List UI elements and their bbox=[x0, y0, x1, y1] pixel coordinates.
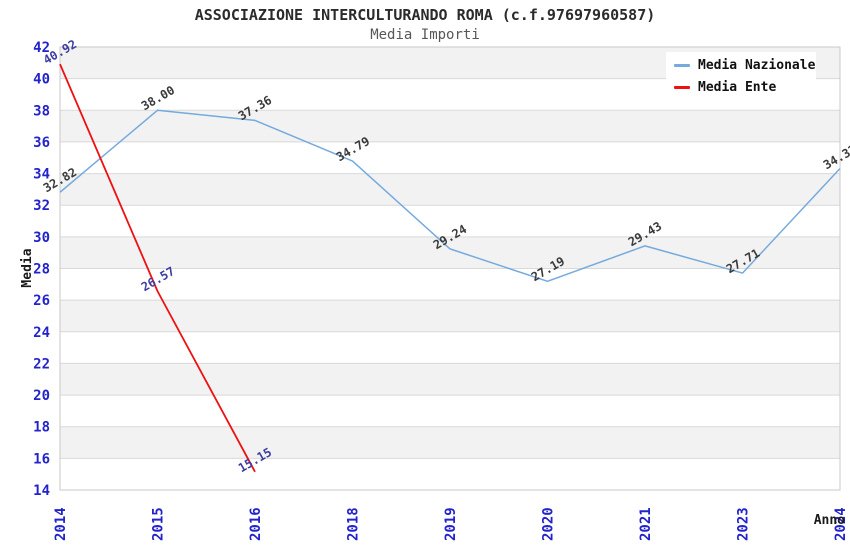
y-tick-label: 18 bbox=[33, 420, 50, 436]
series-line-media-ente bbox=[59, 63, 256, 473]
series-line-media-nazionale bbox=[59, 109, 841, 283]
y-tick-label: 26 bbox=[33, 293, 50, 309]
x-tick-label: 2023 bbox=[736, 507, 752, 541]
legend: Media Nazionale Media Ente bbox=[666, 52, 816, 101]
plot-band bbox=[60, 173, 840, 206]
y-tick-label: 30 bbox=[33, 230, 50, 246]
x-axis-title: Anno bbox=[814, 513, 845, 528]
x-tick-label: 2021 bbox=[638, 507, 654, 541]
plot-band bbox=[60, 110, 840, 142]
y-tick-label: 38 bbox=[33, 103, 50, 119]
legend-item-media-nazionale: Media Nazionale bbox=[674, 58, 815, 73]
x-tick-label: 2014 bbox=[53, 507, 69, 541]
y-tick-label: 28 bbox=[33, 262, 50, 278]
x-tick-label: 2015 bbox=[151, 507, 167, 541]
y-tick-label: 24 bbox=[33, 325, 50, 341]
x-tick-label: 2024 bbox=[833, 507, 849, 541]
plot-band bbox=[60, 426, 840, 459]
x-tick-label: 2020 bbox=[541, 507, 557, 541]
x-tick-label: 2016 bbox=[248, 507, 264, 541]
plot-band bbox=[60, 236, 840, 269]
y-tick-label: 16 bbox=[33, 451, 50, 467]
plot-band bbox=[60, 363, 840, 396]
x-tick-label: 2018 bbox=[346, 507, 362, 541]
plot-border bbox=[59, 46, 841, 491]
chart-subtitle: Media Importi bbox=[370, 27, 480, 43]
y-tick-label: 20 bbox=[33, 388, 50, 404]
y-tick-label: 14 bbox=[33, 483, 50, 499]
y-tick-label: 34 bbox=[33, 167, 50, 183]
y-axis-title: Media bbox=[20, 248, 35, 287]
legend-item-media-ente: Media Ente bbox=[674, 80, 808, 95]
x-tick-label: 2019 bbox=[443, 507, 459, 541]
y-tick-label: 22 bbox=[33, 356, 50, 372]
plot-band bbox=[60, 300, 840, 332]
y-tick-label: 36 bbox=[33, 135, 50, 151]
legend-label-media-ente: Media Ente bbox=[698, 80, 777, 95]
media-ente-line-swatch-icon bbox=[674, 86, 690, 89]
y-tick-label: 32 bbox=[33, 198, 50, 214]
y-tick-label: 42 bbox=[33, 40, 50, 56]
chart-title: ASSOCIAZIONE INTERCULTURANDO ROMA (c.f.9… bbox=[194, 6, 656, 24]
media-nazionale-line-swatch-icon bbox=[674, 64, 690, 67]
legend-label-media-nazionale: Media Nazionale bbox=[698, 58, 816, 73]
y-tick-label: 40 bbox=[33, 72, 50, 88]
